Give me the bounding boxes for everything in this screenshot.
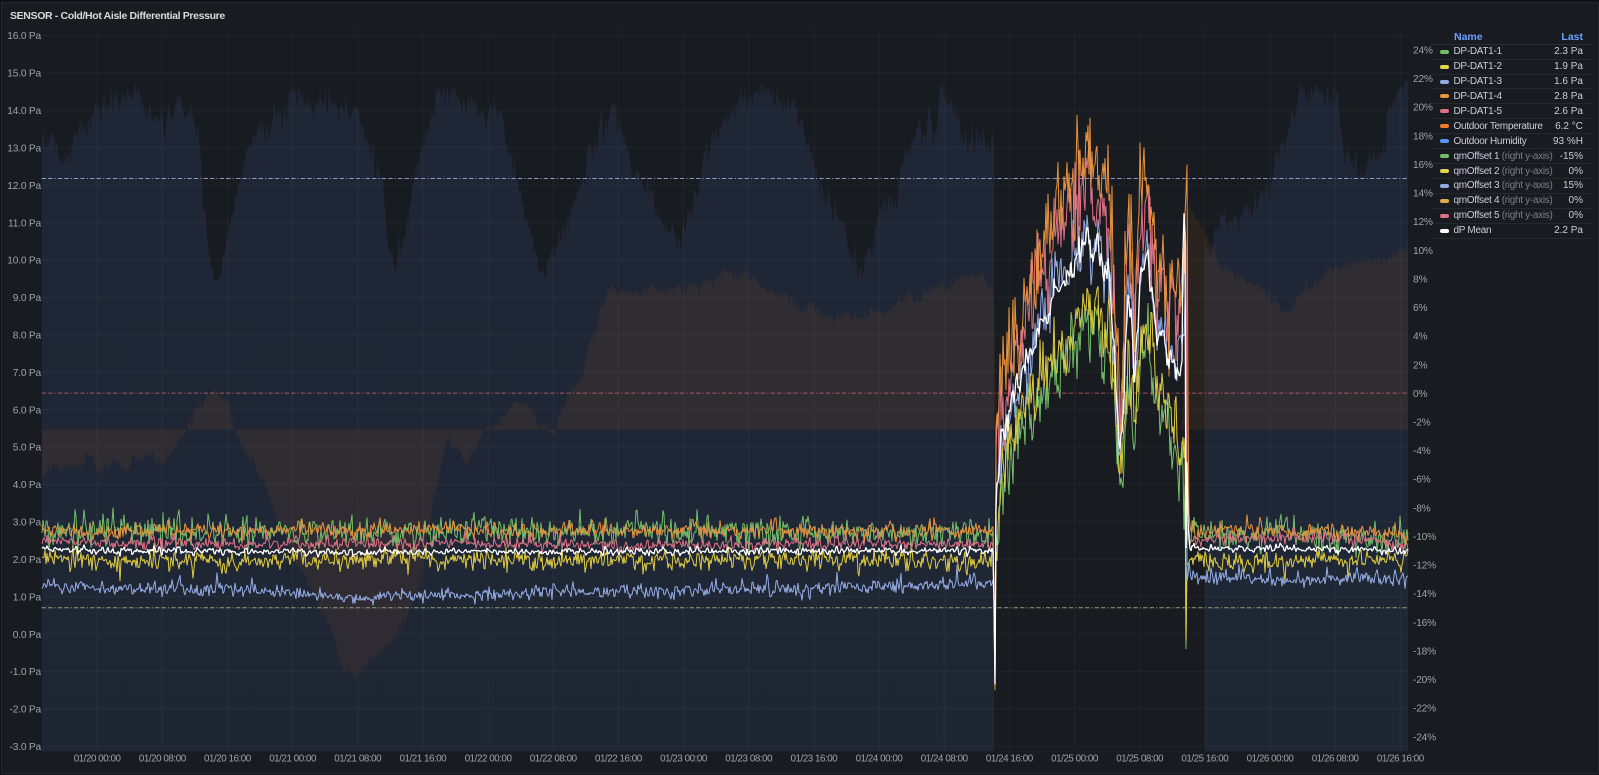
svg-text:-2%: -2% xyxy=(1413,418,1431,429)
svg-text:3.0 Pa: 3.0 Pa xyxy=(13,518,42,529)
svg-text:-14%: -14% xyxy=(1413,589,1436,600)
svg-text:15.0 Pa: 15.0 Pa xyxy=(7,69,41,80)
svg-text:01/22 00:00: 01/22 00:00 xyxy=(465,754,513,765)
svg-text:14.0 Pa: 14.0 Pa xyxy=(7,106,41,117)
svg-text:22%: 22% xyxy=(1413,74,1433,85)
svg-text:16.0 Pa: 16.0 Pa xyxy=(7,31,41,42)
svg-text:5.0 Pa: 5.0 Pa xyxy=(13,443,42,454)
svg-text:01/23 08:00: 01/23 08:00 xyxy=(725,754,773,765)
svg-text:2.0 Pa: 2.0 Pa xyxy=(13,555,42,566)
svg-text:01/25 08:00: 01/25 08:00 xyxy=(1116,754,1164,765)
svg-text:-2.0 Pa: -2.0 Pa xyxy=(10,705,42,716)
svg-text:01/24 08:00: 01/24 08:00 xyxy=(921,754,969,765)
svg-text:01/25 16:00: 01/25 16:00 xyxy=(1181,754,1229,765)
svg-text:-3.0 Pa: -3.0 Pa xyxy=(10,742,42,753)
svg-text:14%: 14% xyxy=(1413,189,1433,200)
svg-text:13.0 Pa: 13.0 Pa xyxy=(7,143,41,154)
svg-text:-18%: -18% xyxy=(1413,646,1436,657)
svg-text:4.0 Pa: 4.0 Pa xyxy=(13,480,42,491)
svg-text:10%: 10% xyxy=(1413,246,1433,257)
svg-text:12.0 Pa: 12.0 Pa xyxy=(7,181,41,192)
svg-text:-8%: -8% xyxy=(1413,503,1431,514)
svg-text:01/22 16:00: 01/22 16:00 xyxy=(595,754,643,765)
svg-text:01/25 00:00: 01/25 00:00 xyxy=(1051,754,1099,765)
svg-text:-22%: -22% xyxy=(1413,704,1436,715)
svg-text:18%: 18% xyxy=(1413,131,1433,142)
svg-text:24%: 24% xyxy=(1413,46,1433,57)
svg-text:01/21 08:00: 01/21 08:00 xyxy=(334,754,382,765)
svg-text:4%: 4% xyxy=(1413,332,1427,343)
svg-text:01/24 16:00: 01/24 16:00 xyxy=(986,754,1034,765)
svg-text:01/26 08:00: 01/26 08:00 xyxy=(1312,754,1360,765)
svg-text:7.0 Pa: 7.0 Pa xyxy=(13,368,42,379)
svg-text:01/23 16:00: 01/23 16:00 xyxy=(790,754,838,765)
svg-text:01/20 08:00: 01/20 08:00 xyxy=(139,754,187,765)
svg-text:01/20 00:00: 01/20 00:00 xyxy=(74,754,122,765)
svg-text:6%: 6% xyxy=(1413,303,1427,314)
svg-text:9.0 Pa: 9.0 Pa xyxy=(13,293,42,304)
svg-text:6.0 Pa: 6.0 Pa xyxy=(13,405,42,416)
svg-text:01/24 00:00: 01/24 00:00 xyxy=(856,754,904,765)
svg-text:-24%: -24% xyxy=(1413,732,1436,743)
svg-text:01/26 16:00: 01/26 16:00 xyxy=(1377,754,1425,765)
svg-text:8%: 8% xyxy=(1413,274,1427,285)
svg-text:20%: 20% xyxy=(1413,103,1433,114)
svg-text:16%: 16% xyxy=(1413,160,1433,171)
svg-text:-1.0 Pa: -1.0 Pa xyxy=(10,667,42,678)
svg-text:01/21 16:00: 01/21 16:00 xyxy=(399,754,447,765)
svg-text:01/22 08:00: 01/22 08:00 xyxy=(530,754,578,765)
svg-text:0.0 Pa: 0.0 Pa xyxy=(13,630,42,641)
svg-text:-4%: -4% xyxy=(1413,446,1431,457)
svg-text:2%: 2% xyxy=(1413,360,1427,371)
svg-text:01/23 00:00: 01/23 00:00 xyxy=(660,754,708,765)
svg-text:-6%: -6% xyxy=(1413,475,1431,486)
svg-text:-20%: -20% xyxy=(1413,675,1436,686)
svg-text:01/21 00:00: 01/21 00:00 xyxy=(269,754,317,765)
svg-text:01/20 16:00: 01/20 16:00 xyxy=(204,754,252,765)
svg-text:10.0 Pa: 10.0 Pa xyxy=(7,256,41,267)
svg-text:-16%: -16% xyxy=(1413,618,1436,629)
svg-text:0%: 0% xyxy=(1413,389,1427,400)
svg-text:1.0 Pa: 1.0 Pa xyxy=(13,592,42,603)
svg-text:-12%: -12% xyxy=(1413,561,1436,572)
svg-text:-10%: -10% xyxy=(1413,532,1436,543)
svg-text:11.0 Pa: 11.0 Pa xyxy=(8,218,41,229)
svg-text:8.0 Pa: 8.0 Pa xyxy=(13,331,42,342)
svg-text:01/26 00:00: 01/26 00:00 xyxy=(1247,754,1295,765)
svg-text:12%: 12% xyxy=(1413,217,1433,228)
